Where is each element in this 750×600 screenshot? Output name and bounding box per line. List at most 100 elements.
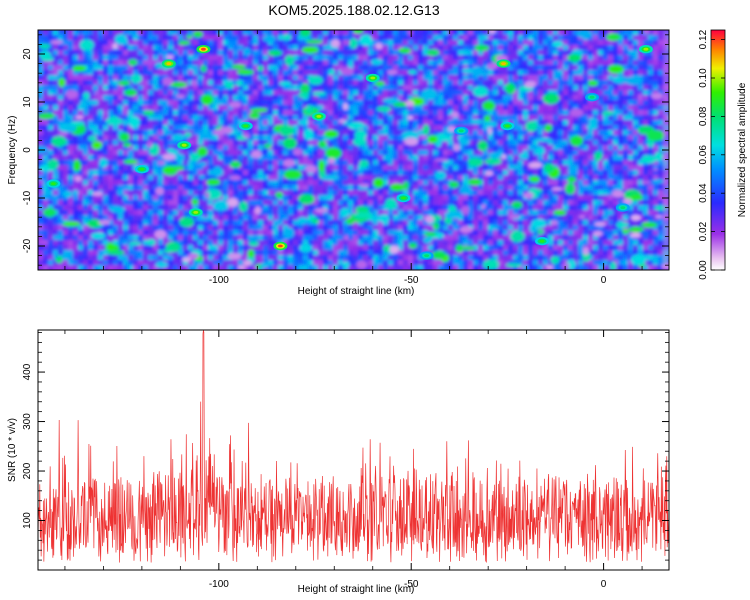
- heatmap-cell: [358, 170, 364, 176]
- heatmap-cell: [83, 80, 89, 86]
- heatmap-cell: [368, 130, 374, 136]
- heatmap-cell: [598, 185, 604, 191]
- heatmap-cell: [248, 30, 254, 36]
- heatmap-cell: [283, 115, 289, 121]
- heatmap-cell: [78, 215, 84, 221]
- heatmap-cell: [338, 165, 344, 171]
- heatmap-cell: [238, 30, 244, 36]
- heatmap-cell: [308, 35, 314, 41]
- heatmap-cell: [518, 175, 524, 181]
- heatmap-cell: [543, 105, 549, 111]
- heatmap-cell: [443, 95, 449, 101]
- heatmap-cell: [73, 215, 79, 221]
- heatmap-cell: [188, 130, 194, 136]
- heatmap-cell: [458, 175, 464, 181]
- heatmap-cell: [233, 190, 239, 196]
- heatmap-cell: [178, 210, 184, 216]
- heatmap-cell: [178, 195, 184, 201]
- heatmap-cell: [653, 215, 659, 221]
- heatmap-cell: [103, 130, 109, 136]
- heatmap-cell: [83, 200, 89, 206]
- heatmap-cell: [523, 210, 529, 216]
- heatmap-cell: [498, 125, 504, 131]
- heatmap-cell: [238, 215, 244, 221]
- heatmap-cell: [238, 210, 244, 216]
- heatmap-cell: [573, 100, 579, 106]
- heatmap-cell: [113, 185, 119, 191]
- heatmap-cell: [563, 140, 569, 146]
- heatmap-cell: [583, 150, 589, 156]
- heatmap-cell: [548, 160, 554, 166]
- heatmap-cell: [153, 140, 159, 146]
- heatmap-cell: [608, 160, 614, 166]
- heatmap-cell: [238, 55, 244, 61]
- heatmap-cell: [218, 215, 224, 221]
- heatmap-cell: [418, 140, 424, 146]
- heatmap-cell: [608, 155, 614, 161]
- heatmap-cell: [408, 160, 414, 166]
- heatmap-cell: [398, 95, 404, 101]
- heatmap-cell: [588, 160, 594, 166]
- heatmap-cell: [593, 160, 599, 166]
- heatmap-cell: [88, 75, 94, 81]
- heatmap-cell: [218, 75, 224, 81]
- heatmap-cell: [423, 55, 429, 61]
- heatmap-cell: [128, 155, 134, 161]
- heatmap-cell: [188, 55, 194, 61]
- heatmap-cell: [298, 115, 304, 121]
- heatmap-cell: [128, 40, 134, 46]
- heatmap-cell: [463, 180, 469, 186]
- heatmap-cell: [83, 145, 89, 151]
- heatmap-cell: [643, 120, 649, 126]
- heatmap-cell: [248, 65, 254, 71]
- heatmap-cell: [83, 70, 89, 76]
- heatmap-cell: [158, 45, 164, 51]
- heatmap-cell: [78, 195, 84, 201]
- heatmap-cell: [543, 205, 549, 211]
- heatmap-cell: [128, 110, 134, 116]
- heatmap-cell: [158, 75, 164, 81]
- heatmap-cell: [368, 165, 374, 171]
- heatmap-cell: [203, 135, 209, 141]
- heatmap-cell: [443, 170, 449, 176]
- heatmap-cell: [498, 105, 504, 111]
- heatmap-cell: [448, 35, 454, 41]
- heatmap-cell: [73, 195, 79, 201]
- heatmap-cell: [98, 120, 104, 126]
- heatmap-cell: [138, 140, 144, 146]
- heatmap-cell: [238, 75, 244, 81]
- heatmap-cell: [273, 85, 279, 91]
- heatmap-cell: [438, 130, 444, 136]
- heatmap-cell: [293, 195, 299, 201]
- heatmap-cell: [413, 105, 419, 111]
- heatmap-cell: [153, 125, 159, 131]
- heatmap-cell: [533, 170, 539, 176]
- heatmap-cell: [278, 180, 284, 186]
- heatmap-cell: [173, 40, 179, 46]
- heatmap-cell: [63, 135, 69, 141]
- heatmap-cell: [633, 35, 639, 41]
- heatmap-cell: [133, 195, 139, 201]
- heatmap-cell: [258, 120, 264, 126]
- heatmap-cell: [278, 115, 284, 121]
- heatmap-cell: [553, 75, 559, 81]
- heatmap-cell: [373, 195, 379, 201]
- heatmap-cell: [263, 135, 269, 141]
- heatmap-cell: [448, 155, 454, 161]
- heatmap-cell: [183, 110, 189, 116]
- heatmap-cell: [98, 80, 104, 86]
- heatmap-cell: [343, 50, 349, 56]
- heatmap-cell: [233, 215, 239, 221]
- heatmap-cell: [68, 80, 74, 86]
- heatmap-cell: [423, 140, 429, 146]
- heatmap-cell: [498, 130, 504, 136]
- heatmap-cell: [198, 140, 204, 146]
- heatmap-cell: [258, 35, 264, 41]
- heatmap-cell: [278, 60, 284, 66]
- heatmap-cell: [183, 45, 189, 51]
- heatmap-cell: [278, 200, 284, 206]
- heatmap-cell: [453, 85, 459, 91]
- heatmap-cell: [163, 30, 169, 36]
- heatmap-cell: [418, 125, 424, 131]
- heatmap-cell: [103, 165, 109, 171]
